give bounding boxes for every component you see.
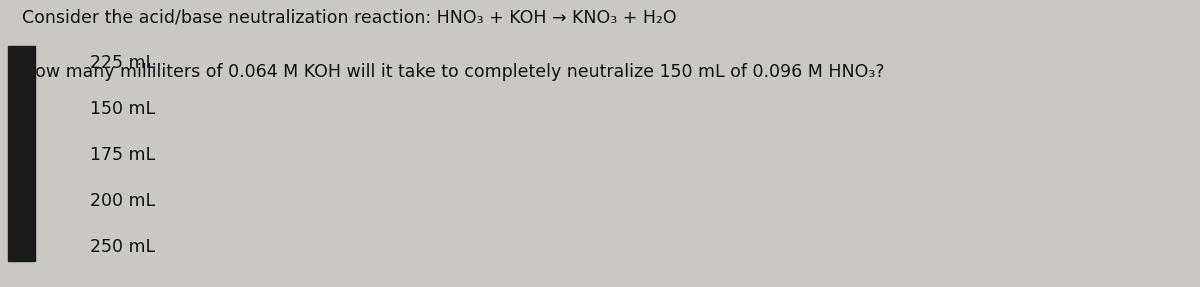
Text: How many milliliters of 0.064 M KOH will it take to completely neutralize 150 mL: How many milliliters of 0.064 M KOH will… [22, 63, 884, 81]
Text: 175 mL: 175 mL [90, 146, 155, 164]
Text: Consider the acid/base neutralization reaction: HNO₃ + KOH → KNO₃ + H₂O: Consider the acid/base neutralization re… [22, 9, 677, 27]
Text: 150 mL: 150 mL [90, 100, 155, 118]
Text: 225 mL: 225 mL [90, 54, 155, 72]
Text: 250 mL: 250 mL [90, 238, 155, 256]
Text: 200 mL: 200 mL [90, 192, 155, 210]
Bar [8, 46, 35, 261]
